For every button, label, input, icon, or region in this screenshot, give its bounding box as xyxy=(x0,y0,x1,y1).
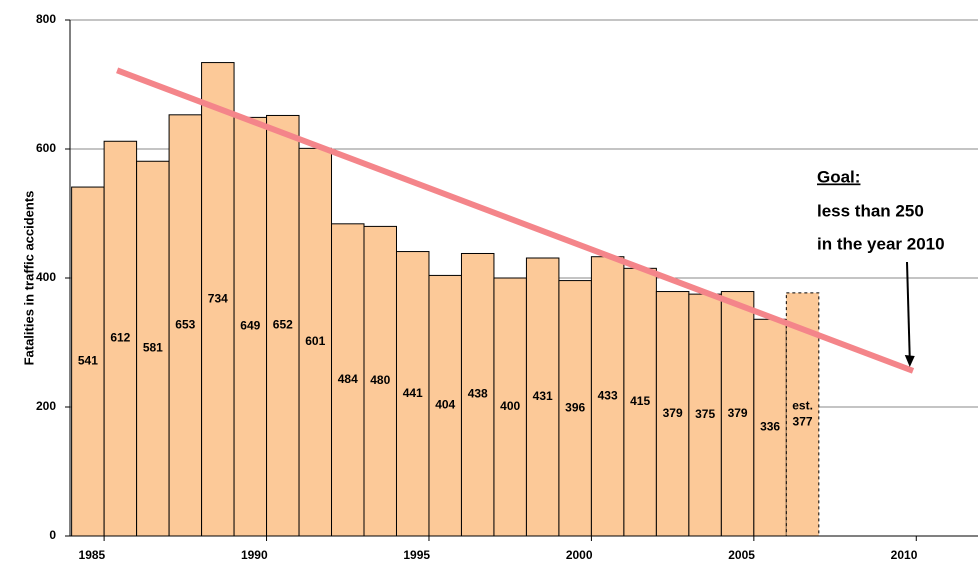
bar xyxy=(623,267,657,537)
data-label-text: 612 xyxy=(110,331,130,345)
data-label: 734 xyxy=(208,291,228,305)
data-label-text: 396 xyxy=(565,400,585,414)
data-label: est. 377 xyxy=(792,399,813,429)
data-label-text: 379 xyxy=(728,406,748,420)
data-label: 396 xyxy=(565,400,585,414)
data-label-text: 438 xyxy=(468,387,488,401)
bar xyxy=(525,257,560,537)
x-tick-label: 1990 xyxy=(241,548,268,562)
data-label: 400 xyxy=(500,399,520,413)
bar xyxy=(136,160,170,537)
bar xyxy=(363,225,397,537)
data-label: 601 xyxy=(305,334,325,348)
bar xyxy=(71,186,105,537)
bar xyxy=(720,291,755,537)
data-label-text: 400 xyxy=(500,399,520,413)
data-label-text: 415 xyxy=(630,394,650,408)
data-label: 652 xyxy=(273,318,293,332)
annotation-line: in the year 2010 xyxy=(817,234,945,253)
x-tick-label: 2010 xyxy=(891,548,918,562)
data-label: 441 xyxy=(403,386,423,400)
trend-line xyxy=(116,67,915,374)
data-label: 375 xyxy=(695,407,715,421)
data-label-text: 652 xyxy=(273,318,293,332)
data-label: 541 xyxy=(78,354,98,368)
bar xyxy=(428,274,462,537)
data-label-text: 649 xyxy=(240,319,260,333)
bar xyxy=(493,277,527,537)
data-label-text: 375 xyxy=(695,407,715,421)
data-label: 379 xyxy=(728,406,748,420)
data-label-text: 601 xyxy=(305,334,325,348)
annotation-line: less than 250 xyxy=(817,201,924,220)
annotation-arrow xyxy=(906,261,911,360)
bar xyxy=(460,252,495,537)
bar xyxy=(655,291,690,537)
bar xyxy=(688,293,722,537)
data-label-text: 541 xyxy=(78,354,98,368)
bar xyxy=(590,256,625,537)
data-label: 431 xyxy=(533,389,553,403)
data-label: 484 xyxy=(338,372,358,386)
data-label-text: est. xyxy=(792,399,813,413)
arrow-head xyxy=(904,355,915,368)
data-label-text: 336 xyxy=(760,420,780,434)
x-tick-label: 2005 xyxy=(728,548,755,562)
data-label: 612 xyxy=(110,331,130,345)
data-label-text: 404 xyxy=(435,398,455,412)
data-label: 653 xyxy=(175,318,195,332)
data-label: 379 xyxy=(663,406,683,420)
data-label: 433 xyxy=(598,389,618,403)
y-tick-label: 0 xyxy=(49,528,56,542)
data-label-text: 653 xyxy=(175,318,195,332)
data-label-text: 377 xyxy=(793,415,813,429)
y-tick-label: 600 xyxy=(36,141,56,155)
data-label-text: 433 xyxy=(598,389,618,403)
data-label-text: 379 xyxy=(663,406,683,420)
data-label: 649 xyxy=(240,319,260,333)
bar xyxy=(266,114,300,537)
bar xyxy=(331,223,365,537)
data-label-text: 441 xyxy=(403,386,423,400)
data-label-text: 480 xyxy=(370,373,390,387)
x-tick-label: 1995 xyxy=(403,548,430,562)
bar xyxy=(395,251,430,537)
y-tick-label: 800 xyxy=(36,12,56,26)
annotation-title: Goal: xyxy=(817,167,860,186)
data-label: 480 xyxy=(370,373,390,387)
data-label-text: 484 xyxy=(338,372,358,386)
data-label-text: 431 xyxy=(533,389,553,403)
data-label: 415 xyxy=(630,394,650,408)
data-label-text: 734 xyxy=(208,291,228,305)
data-label-text: 581 xyxy=(143,341,163,355)
x-tick-label: 1985 xyxy=(79,548,106,562)
y-tick-label: 400 xyxy=(36,270,56,284)
y-axis-label: Fatalities in traffic accidents xyxy=(21,191,36,366)
data-label: 581 xyxy=(143,341,163,355)
y-tick-label: 200 xyxy=(36,399,56,413)
bar xyxy=(298,147,333,537)
bar xyxy=(168,114,203,537)
data-label: 404 xyxy=(435,398,455,412)
data-label: 438 xyxy=(468,387,488,401)
data-label: 336 xyxy=(760,420,780,434)
x-tick-label: 2000 xyxy=(566,548,593,562)
